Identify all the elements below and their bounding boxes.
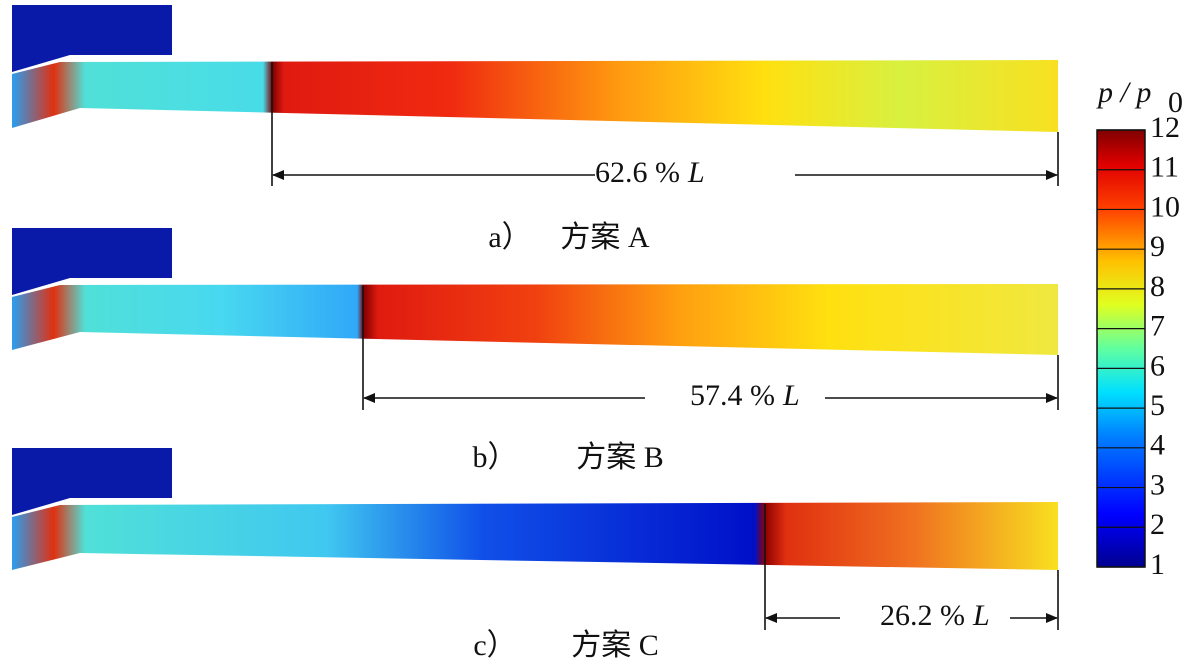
inlet-ramp — [12, 448, 172, 515]
dimension-symbol: L — [972, 599, 990, 632]
panel-c: 26.2 % L c） 方案 C — [12, 448, 1059, 662]
inlet-ramp — [12, 228, 172, 295]
colorbar-tick-label: 6 — [1150, 349, 1165, 382]
colorbar-scale — [1096, 129, 1146, 568]
colorbar-tick-label: 1 — [1150, 548, 1165, 581]
caption: 方案 A — [560, 221, 649, 254]
colorbar-title-subscript: 0 — [1168, 86, 1183, 119]
colorbar-title: p / p — [1096, 76, 1151, 109]
colorbar-tick-label: 7 — [1150, 310, 1165, 343]
colorbar-tick-label: 4 — [1150, 429, 1165, 462]
caption: 方案 C — [571, 629, 659, 662]
caption-label: a） — [488, 221, 531, 254]
dimension-symbol: L — [687, 156, 705, 189]
colorbar-tick-label: 2 — [1150, 508, 1165, 541]
colorbar-tick-label: 12 — [1150, 111, 1180, 144]
colorbar-tick-label: 8 — [1150, 270, 1165, 303]
colorbar-tick-label: 5 — [1150, 389, 1165, 422]
colorbar-tick-label: 9 — [1150, 230, 1165, 263]
dimension-label: 57.4 % — [690, 379, 775, 412]
inlet-ramp — [12, 5, 172, 72]
pressure-field — [12, 502, 1058, 570]
colorbar-tick-label: 11 — [1150, 151, 1179, 184]
caption-label: c） — [473, 629, 516, 662]
pressure-field — [12, 60, 1058, 132]
caption-label: b） — [473, 441, 518, 474]
dimension-symbol: L — [782, 379, 800, 412]
panel-b: 57.4 % L b） 方案 B — [12, 228, 1059, 474]
caption: 方案 B — [576, 441, 664, 474]
colorbar-tick-label: 10 — [1150, 190, 1180, 223]
pressure-field — [12, 284, 1058, 355]
panel-a: 62.6 % L a） 方案 A — [12, 5, 1059, 254]
dimension-label: 26.2 % — [880, 599, 965, 632]
colorbar-tick-label: 3 — [1150, 468, 1165, 501]
dimension-label: 62.6 % — [595, 156, 680, 189]
